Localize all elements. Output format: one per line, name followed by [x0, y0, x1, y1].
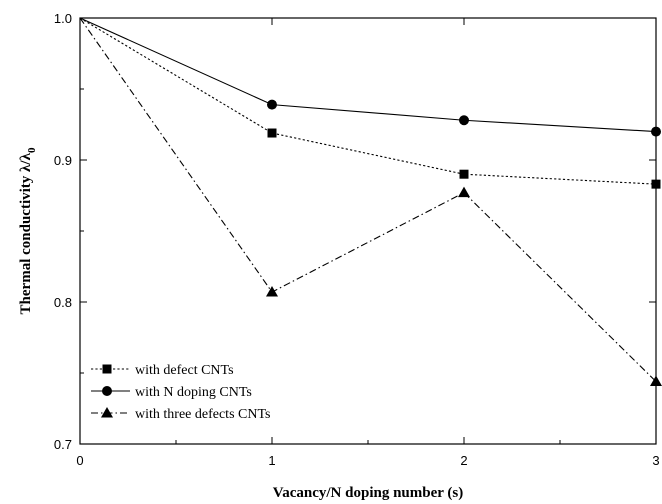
y-tick-label: 0.7 — [54, 437, 72, 452]
legend: with defect CNTs with N doping CNTs with t… — [91, 363, 270, 422]
y-axis-title-subscript: 0 — [26, 147, 38, 153]
y-axis-title: Thermal conductivity λ/λ0 — [18, 147, 38, 314]
x-axis-title: Vacancy/N doping number (s) — [273, 485, 463, 501]
series-3-point — [458, 186, 470, 198]
x-tick-label: 2 — [460, 453, 467, 468]
series-1-point — [267, 128, 277, 138]
plot-frame — [79, 17, 657, 445]
series-3-point — [266, 286, 278, 297]
x-tick-label: 3 — [652, 453, 659, 468]
series-1-point — [651, 179, 661, 189]
series-2-point — [651, 126, 661, 137]
y-tick-label: 1.0 — [54, 11, 72, 26]
legend-marker — [101, 407, 113, 418]
series-2-point — [267, 99, 277, 110]
series-line-1 — [79, 17, 657, 185]
series-1-point — [459, 169, 469, 179]
legend-marker — [102, 386, 112, 396]
y-tick-label: 0.9 — [54, 153, 72, 168]
series-3-point — [650, 375, 662, 387]
series-line-3 — [79, 17, 657, 382]
series-line-2 — [79, 17, 657, 133]
legend-label: with N doping CNTs — [135, 385, 252, 400]
legend-label: with three defects CNTs — [135, 407, 270, 422]
x-tick-label: 0 — [76, 453, 83, 468]
x-tick-label: 1 — [268, 453, 275, 468]
legend-label: with defect CNTs — [135, 363, 234, 378]
ticks-layer: 0 1 2 3 0.7 0.8 0.9 1.0 — [54, 11, 660, 468]
series-layer — [79, 17, 662, 387]
y-axis-title-main: Thermal conductivity λ/λ — [18, 152, 34, 314]
series-2-point — [459, 115, 469, 126]
legend-marker — [102, 364, 112, 374]
y-tick-label: 0.8 — [54, 295, 72, 310]
